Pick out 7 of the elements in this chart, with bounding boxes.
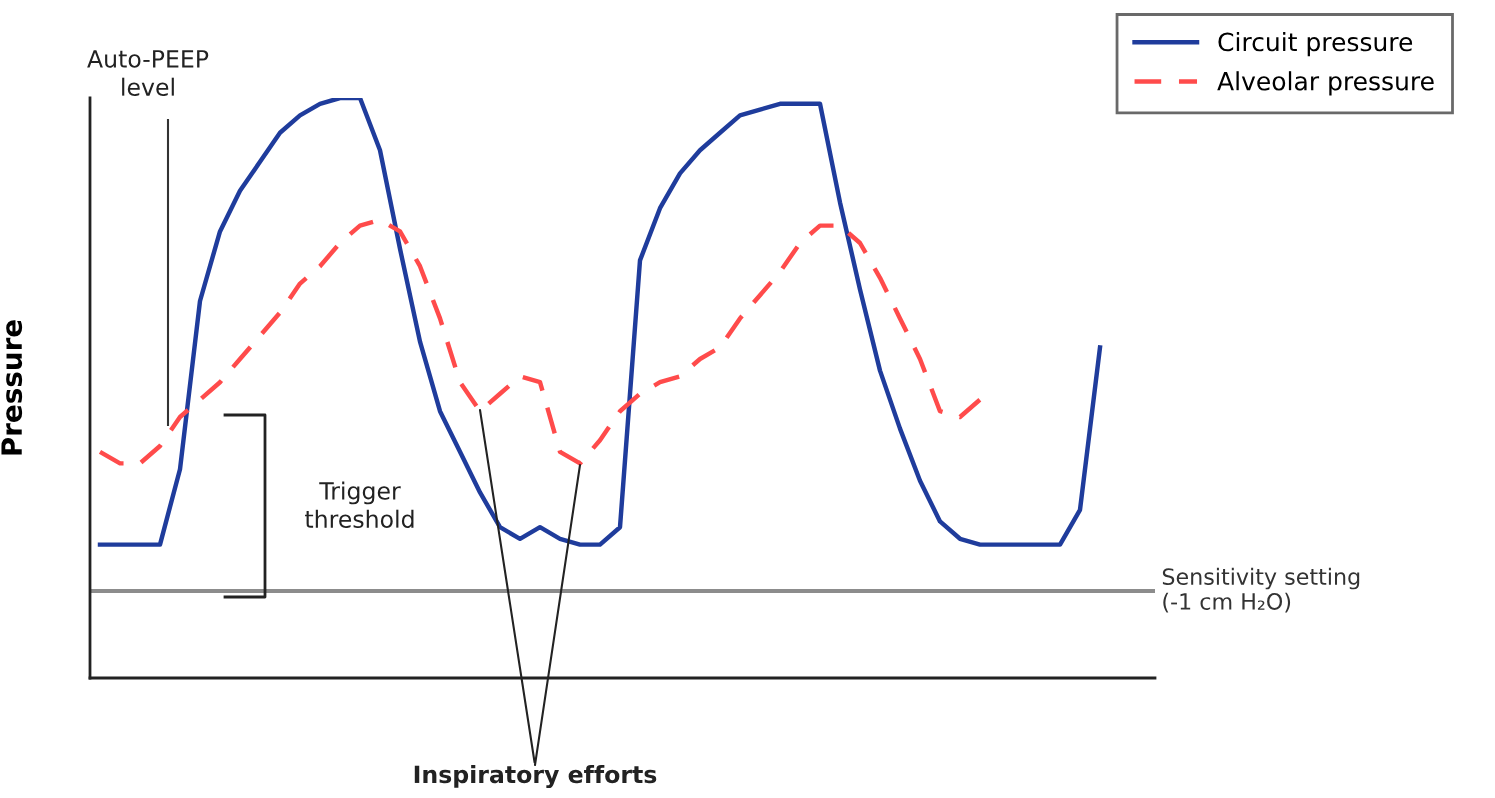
annotation: Trigger threshold: [305, 481, 414, 528]
y-axis-title: Pressure: [1, 320, 23, 455]
legend-label: Alveolar pressure: [1217, 71, 1434, 96]
ref-line-label: Sensitivity setting (-1 cm H₂O): [1162, 567, 1360, 613]
text: Inspiratory efforts: [414, 765, 657, 789]
legend-label: Circuit pressure: [1218, 32, 1413, 57]
text: Auto-PEEP level: [87, 50, 209, 96]
